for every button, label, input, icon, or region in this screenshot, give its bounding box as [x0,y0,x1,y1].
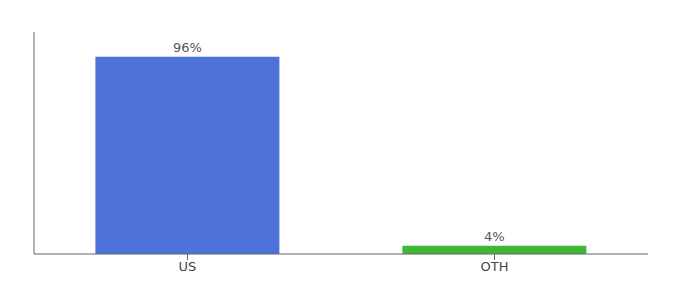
svg-text:4%: 4% [484,229,505,244]
svg-text:OTH: OTH [481,259,509,274]
svg-text:US: US [179,259,197,274]
svg-text:96%: 96% [173,40,202,55]
